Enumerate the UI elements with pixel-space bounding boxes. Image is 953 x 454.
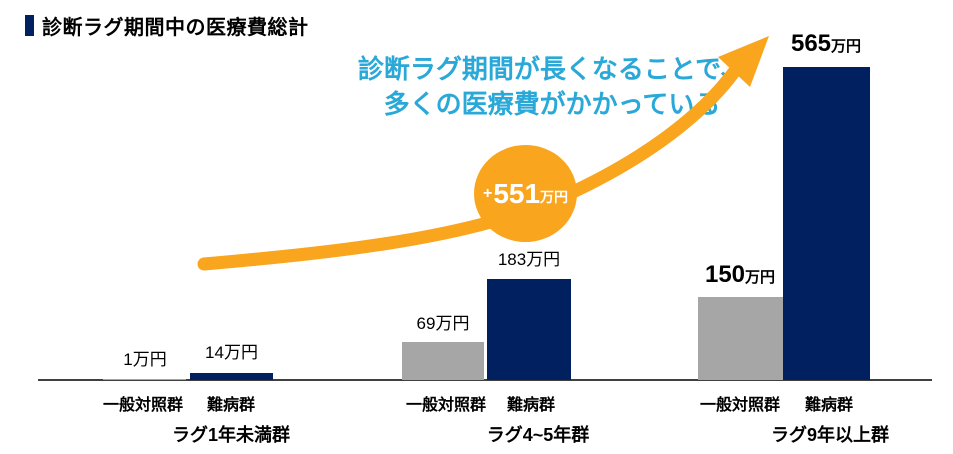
headline: 診断ラグ期間が長くなることで、 多くの医療費がかかっている [322, 52, 782, 122]
value-label-disease-1: 14万円 [205, 343, 258, 362]
category-label-disease-2: 難病群 [506, 397, 555, 414]
group-label-1: ラグ1年未満群 [171, 425, 290, 445]
headline-line1: 診断ラグ期間が長くなることで、 [357, 54, 747, 84]
bar-control-group-2 [402, 342, 484, 380]
group-label-3: ラグ9年以上群 [770, 425, 889, 445]
title-marker-icon [25, 15, 34, 36]
value-label-control-2: 69万円 [416, 314, 470, 333]
callout-badge: +551 万円 [474, 145, 577, 242]
callout-value: 551 [493, 177, 541, 209]
callout-unit: 万円 [540, 188, 569, 205]
headline-line2: 多くの医療費がかかっている [383, 89, 721, 119]
title-row: 診断ラグ期間中の医療費総計 [25, 11, 309, 40]
category-label-control-3: 一般対照群 [699, 397, 780, 414]
x-axis-line [38, 379, 932, 381]
value-label-disease-2: 183万円 [497, 250, 561, 269]
value-label-disease-3: 565万円 [790, 30, 862, 57]
value-label-control-1: 1万円 [123, 350, 167, 369]
value-label-control-3: 150万円 [704, 261, 776, 288]
bar-control-group-3 [698, 297, 783, 380]
bar-control-group-1 [103, 379, 186, 380]
category-label-disease-3: 難病群 [804, 397, 853, 414]
category-label-disease-1: 難病群 [206, 397, 255, 414]
callout-plus: + [482, 184, 493, 202]
bar-disease-group-3 [783, 67, 870, 380]
category-label-control-2: 一般対照群 [405, 397, 486, 414]
bar-disease-group-2 [487, 279, 571, 380]
bar-disease-group-1 [190, 373, 273, 380]
category-label-control-1: 一般対照群 [102, 397, 183, 414]
group-label-2: ラグ4~5年群 [486, 425, 590, 445]
page-title: 診断ラグ期間中の医療費総計 [42, 17, 309, 39]
